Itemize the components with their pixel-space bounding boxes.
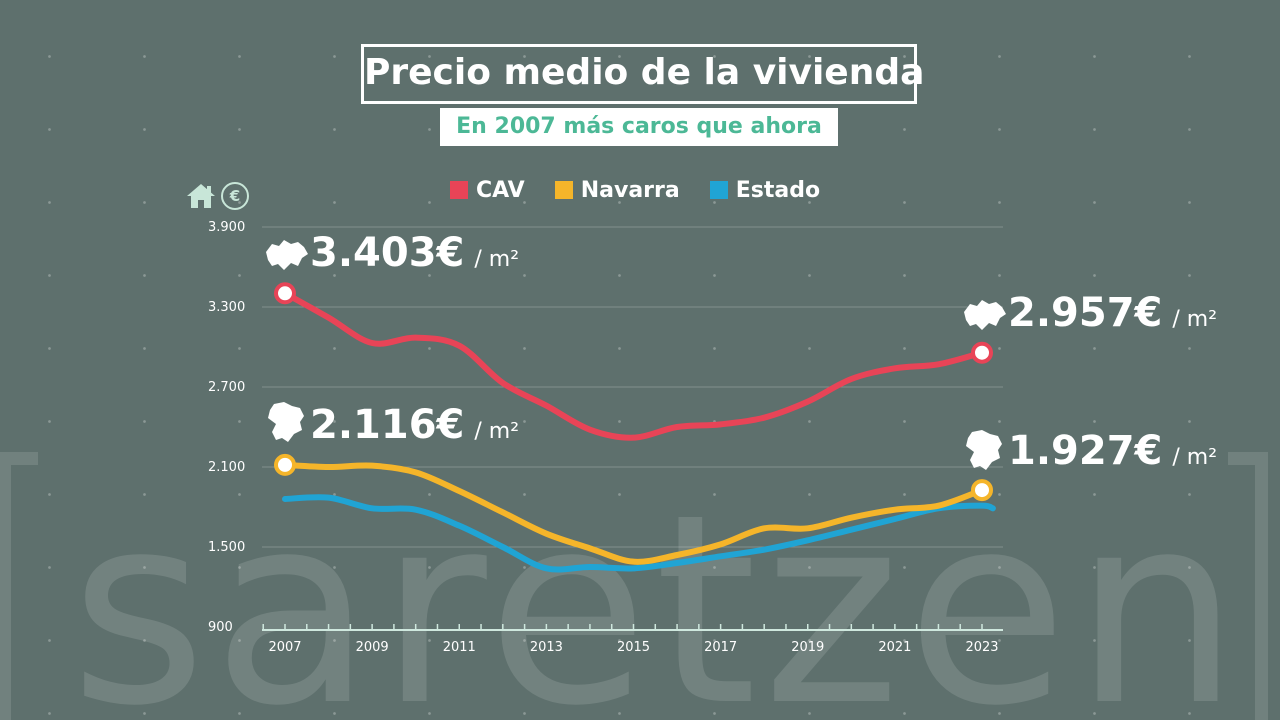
watermark-right-bracket [1228,452,1268,720]
callout-unit: / m² [1172,445,1218,470]
x-tick-label: 2015 [617,640,650,655]
callout-cav-2007: 3.403€ / m² [266,230,520,276]
point-marker-navarra-2023 [971,479,993,502]
house-icon [187,184,215,208]
point-marker-cav-2023 [971,341,993,364]
legend-swatch-navarra [554,181,573,199]
legend-swatch-cav [450,181,468,199]
x-tick-label: 2023 [965,640,998,655]
euro-icon: € [221,182,249,210]
basque-map-icon [266,240,308,270]
navarra-map-icon [966,430,1002,470]
y-tick-label: 2.100 [208,460,245,475]
x-tick-label: 2017 [704,640,737,655]
y-tick-label: 3.900 [208,220,245,235]
series-line-navarra [282,461,985,565]
x-tick-label: 2009 [356,640,389,655]
watermark-text: saretzen [70,458,1246,720]
navarra-map-icon [268,402,304,442]
watermark-left-bracket [0,452,38,720]
legend-item-cav: CAV [450,178,525,203]
legend-item-navarra: Navarra [554,177,680,203]
basque-map-icon [964,300,1006,330]
callout-cav-2023: 2.957€ / m² [964,290,1218,336]
y-tick-label: 2.700 [208,380,245,395]
chart-title: Precio medio de la vivienda [361,44,924,104]
legend-item-estado: Estado [709,177,821,203]
callout-unit: / m² [474,247,520,272]
y-tick-label: 1.500 [208,540,245,555]
legend-label-navarra: Navarra [580,177,680,203]
point-marker-navarra-2007 [274,453,296,476]
x-tick-label: 2021 [878,640,911,655]
callout-value: 3.403€ [310,230,465,276]
x-tick-label: 2013 [530,640,563,655]
callout-navarra-2007: 2.116€ / m² [268,402,520,448]
y-tick-label: 3.300 [208,300,245,315]
callout-unit: / m² [474,419,520,444]
callout-unit: / m² [1172,307,1218,332]
x-tick-label: 2019 [791,640,824,655]
chart-subtitle: En 2007 más caros que ahora [440,108,838,146]
x-tick-label: 2011 [443,640,476,655]
callout-navarra-2023: 1.927€ / m² [966,428,1218,474]
unit-icons: € [185,182,249,210]
series-line-cav [282,290,985,441]
callout-value: 2.116€ [310,402,465,448]
x-tick-label: 2007 [268,640,301,655]
legend: CAV Navarra Estado [450,176,850,204]
legend-label-estado: Estado [735,177,821,203]
legend-swatch-estado [709,181,728,199]
series-line-estado [282,494,996,573]
y-tick-label: 900 [208,620,233,635]
legend-label-cav: CAV [476,177,525,203]
callout-value: 1.927€ [1008,428,1163,474]
callout-value: 2.957€ [1008,290,1163,336]
point-marker-cav-2007 [274,282,296,305]
